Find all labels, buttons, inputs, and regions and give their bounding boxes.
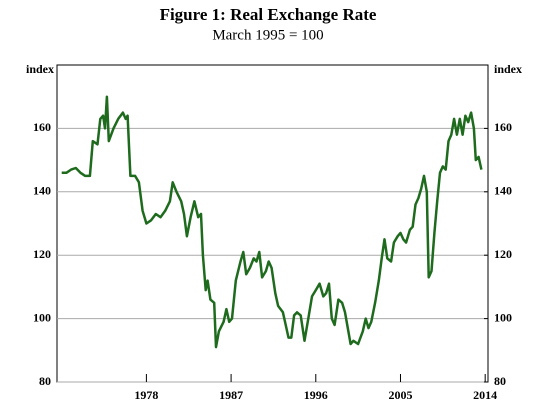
chart-title: Figure 1: Real Exchange Rate: [160, 5, 377, 24]
y2-tick-label: 80: [494, 374, 506, 388]
x-tick-label: 1987: [219, 388, 243, 402]
y2-tick-label: 120: [494, 247, 512, 261]
y2-tick-label: 100: [494, 310, 512, 324]
y-tick-label: 120: [33, 247, 51, 261]
y-tick-label: 160: [33, 120, 51, 134]
x-tick-label: 1996: [304, 388, 328, 402]
x-tick-label: 1978: [134, 388, 158, 402]
x-tick-label: 2014: [473, 388, 497, 402]
y2-axis-label: index: [494, 62, 522, 76]
chart-subtitle: March 1995 = 100: [212, 27, 323, 43]
y-tick-label: 100: [33, 310, 51, 324]
y2-tick-label: 160: [494, 120, 512, 134]
y-tick-label: 140: [33, 184, 51, 198]
y2-tick-label: 140: [494, 184, 512, 198]
y-axis-label: index: [26, 62, 54, 76]
x-tick-label: 2005: [388, 388, 412, 402]
data-line: [61, 95, 483, 349]
y-tick-label: 80: [39, 374, 51, 388]
